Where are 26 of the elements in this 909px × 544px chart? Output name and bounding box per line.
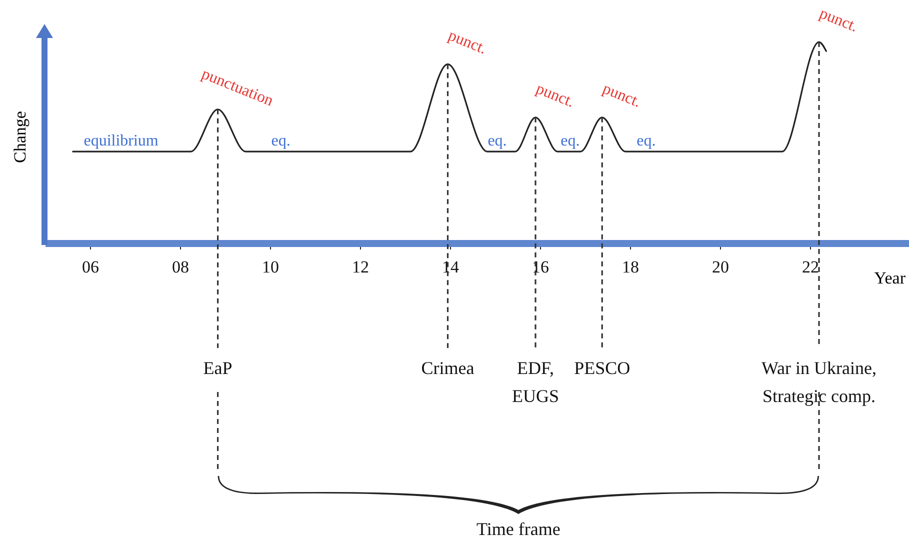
x-tick-label: 08 xyxy=(172,258,189,276)
annotation: equilibrium xyxy=(84,132,159,150)
annotation: eq. xyxy=(488,132,507,150)
x-axis-title: Year xyxy=(874,268,906,288)
y-axis-title: Change xyxy=(10,111,30,163)
annotation: eq. xyxy=(271,132,290,150)
x-tick-label: 20 xyxy=(712,258,729,276)
ref-line-label: PESCO xyxy=(574,358,630,378)
annotation: eq. xyxy=(560,132,580,150)
ref-line-label: Crimea xyxy=(421,358,474,378)
annotation: punct. xyxy=(446,27,489,58)
annotation: punct. xyxy=(534,80,577,111)
x-tick-label: 18 xyxy=(622,258,639,276)
annotation: eq. xyxy=(636,132,656,150)
ref-line-label: War in Ukraine, Strategic comp. xyxy=(761,358,877,406)
ref-line-label: EDF, EUGS xyxy=(512,358,560,406)
x-tick-label: 10 xyxy=(262,258,279,276)
x-tick-label: 22 xyxy=(802,258,819,276)
ref-line-label: EaP xyxy=(203,358,232,378)
annotation: punct. xyxy=(817,5,860,36)
x-tick-label: 14 xyxy=(442,258,460,276)
text: Time frame xyxy=(476,519,560,539)
annotation: punct. xyxy=(600,80,644,111)
x-tick-label: 06 xyxy=(82,258,99,276)
x-tick-label: 12 xyxy=(352,258,369,276)
x-tick-label: 16 xyxy=(532,258,549,276)
